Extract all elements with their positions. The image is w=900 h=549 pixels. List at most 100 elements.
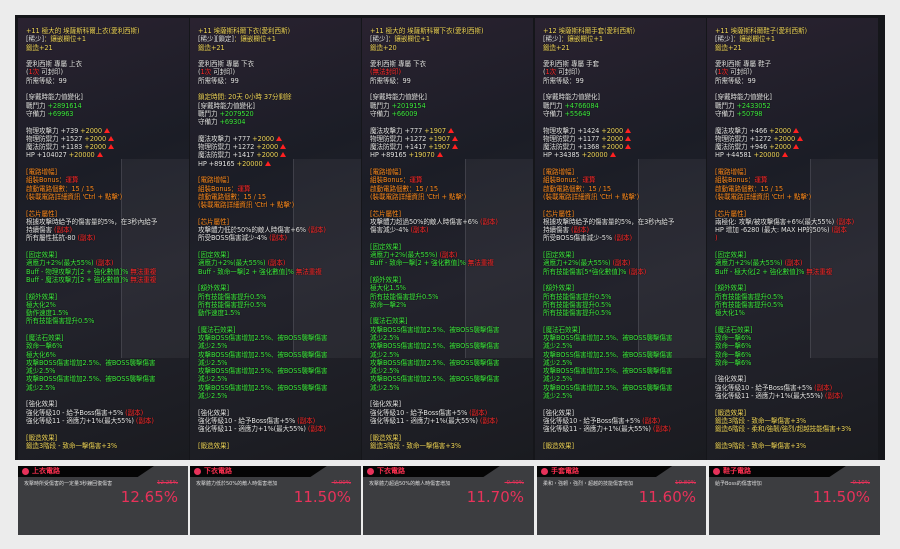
tooltip-text: [電路增幅]: [198, 176, 229, 185]
tooltip-text: (副本): [307, 226, 326, 235]
tooltip-line: 所有技能傷害提升0.5%: [26, 317, 187, 325]
tooltip-text: 減少2.5%: [26, 383, 56, 392]
tooltip-line: 鍛造3階段 - 致命一擊傷害+3%: [26, 442, 187, 450]
tooltip-text: (副本): [469, 408, 488, 417]
tooltip-text: 所有技能傷害提升0.5%: [26, 317, 95, 326]
tooltip-text: 魔法防禦力 +1183: [26, 143, 85, 152]
tooltip-text: 魔法防禦力 +946: [715, 143, 770, 152]
tooltip-text: +69963: [47, 109, 74, 118]
stat-up-triangle-icon: [108, 144, 115, 150]
previous-value: 12.25%: [157, 480, 178, 486]
tooltip-line: [芯片屬性]: [198, 218, 359, 226]
tooltip-line: [強化效果]: [26, 400, 187, 408]
tooltip-text: +2000: [601, 143, 624, 152]
tooltip-text: 減少2.5%: [198, 375, 228, 384]
tooltip-text: [芯片屬性]: [715, 209, 746, 218]
tooltip-line: 所受BOSS傷害減少-4% (副本): [198, 234, 359, 242]
tooltip-line: 愛利西斯 專屬 手套: [543, 60, 704, 68]
stat-up-triangle-icon: [625, 144, 632, 150]
tooltip-text: 戰鬥力: [370, 101, 392, 110]
tooltip-line: [額外效果]: [715, 284, 876, 292]
tooltip-line: [鍛造效果]: [715, 409, 876, 417]
tooltip-text: 可封印): [39, 68, 64, 77]
tooltip-text: 鍛造6階段 - 柔和/強韌/強烈/超越技能傷害+3%: [715, 425, 852, 434]
tooltip-text: +2433052: [736, 101, 771, 110]
blank-line: [715, 317, 876, 325]
tooltip-text: ：鑲嵌欄位+1: [560, 35, 603, 44]
tooltip-line: [電路增幅]: [26, 168, 187, 176]
previous-value: -0.40%: [504, 480, 524, 486]
tooltip-line: 攻擊BOSS傷害增加2.5%、被BOSS襲擊傷害: [370, 375, 531, 383]
tooltip-line: 鍛造+20: [370, 44, 531, 52]
tooltip-line: 攻擊BOSS傷害增加2.5%、被BOSS襲擊傷害: [26, 359, 187, 367]
tooltip-text: [額外效果]: [370, 275, 401, 284]
tooltip-text: +4766084: [564, 101, 599, 110]
tooltip-line: 魔法防禦力 +1417 +1907: [370, 143, 531, 151]
blank-line: [198, 276, 359, 284]
tooltip-text: [強化效果]: [370, 400, 401, 409]
tooltip-line: 減少2.5%: [370, 384, 531, 392]
tooltip-text: (副本): [784, 259, 803, 268]
tooltip-text: 適應力+2%(最大55%): [26, 259, 96, 268]
tooltip-text: [穿戴時能力值變化]: [543, 93, 600, 102]
tooltip-line: 攻擊BOSS傷害增加2.5%、被BOSS襲擊傷害: [543, 334, 704, 342]
tooltip-line: (1次 可封印): [715, 68, 876, 76]
tooltip-text: [穿戴時能力值變化]: [715, 93, 772, 102]
tooltip-text: +20000: [68, 151, 95, 160]
tooltip-line: [額外效果]: [198, 284, 359, 292]
tooltip-text: +2000: [773, 134, 796, 143]
tooltip-text: (副本): [824, 392, 843, 401]
tooltip-line: [稀少]：鑲嵌欄位+1: [715, 35, 876, 43]
tooltip-line: 強化等級10 - 給予Boss傷害+5% (副本): [198, 417, 359, 425]
tooltip-line: 致命一擊6%: [715, 334, 876, 342]
tooltip-line: 強化等級10 - 給予Boss傷害+5% (副本): [543, 417, 704, 425]
tooltip-text: +55649: [564, 109, 591, 118]
tooltip-text: (副本): [614, 234, 633, 243]
blank-line: [715, 160, 876, 168]
tooltip-text: 組裝Bonus：: [370, 176, 410, 185]
tooltip-text: 減少2.5%: [543, 375, 573, 384]
tooltip-text: [強化效果]: [26, 400, 57, 409]
blank-line: [370, 268, 531, 276]
tooltip-text: [稀少]: [543, 35, 561, 44]
tooltip-line: 物理防禦力 +1272 +2000: [198, 143, 359, 151]
blank-line: [198, 317, 359, 325]
tooltip-text: 組裝Bonus：: [26, 176, 66, 185]
tooltip-text: +20000: [581, 151, 608, 160]
tooltip-text: 動作速度1.5%: [26, 309, 69, 318]
tooltip-text: 啟動電路個數：15 / 15: [26, 184, 94, 193]
tooltip-line: 強化等級10 - 給予Boss傷害+5% (副本): [370, 409, 531, 417]
tooltip-line: 物理防禦力 +1527 +2000: [26, 135, 187, 143]
tooltip-text: [電路增幅]: [370, 168, 401, 177]
tooltip-line: 啟動電路個數：15 / 15: [715, 185, 876, 193]
tooltip-text: (副本): [439, 251, 458, 260]
stat-up-triangle-icon: [452, 135, 459, 141]
circuit-icon: [22, 468, 29, 475]
tooltip-line: [穿戴時能力值變化]: [543, 93, 704, 101]
blank-line: [543, 160, 704, 168]
blank-line: [370, 201, 531, 209]
tooltip-text: 致命一擊2%: [370, 300, 407, 309]
tooltip-line: [魔法石效果]: [198, 326, 359, 334]
tooltip-line: 極大化2%: [26, 301, 187, 309]
tooltip-line: (裝載電路詳細資訊 'Ctrl + 點擊'): [715, 193, 876, 201]
tooltip-line: 攻擊BOSS傷害增加2.5%、被BOSS襲擊傷害: [26, 375, 187, 383]
tooltip-text: [鍛造效果]: [715, 408, 746, 417]
tooltip-line: 戰鬥力 +4766084: [543, 102, 704, 110]
tooltip-text: 減少2.5%: [198, 392, 228, 401]
tooltip-text: 適應力+2%(最大55%): [715, 259, 785, 268]
tooltip-text: [稀少]: [370, 35, 388, 44]
tooltip-text: Buff - 魔法攻擊力[2 + 強化數值]%: [26, 275, 131, 284]
current-value: 12.65%: [120, 488, 178, 506]
blank-line: [543, 201, 704, 209]
tooltip-line: +11 極大的 埃薩斯科爾上衣(愛利西斯): [26, 27, 187, 35]
tooltip-text: 攻擊BOSS傷害增加2.5%、被BOSS襲擊傷害: [543, 383, 673, 392]
tooltip-text: 無法重複: [467, 259, 494, 268]
tooltip-line: [稀少]：鑲嵌欄位+1: [543, 35, 704, 43]
tooltip-line: HP +34385 +20000: [543, 151, 704, 159]
circuit-icon: [367, 468, 374, 475]
tooltip-line: (裝載電路詳細資訊 'Ctrl + 點擊'): [543, 193, 704, 201]
tooltip-text: [魔法石效果]: [543, 325, 581, 334]
tooltip-text: (副本): [307, 425, 326, 434]
tooltip-line: [芯片屬性]: [543, 210, 704, 218]
